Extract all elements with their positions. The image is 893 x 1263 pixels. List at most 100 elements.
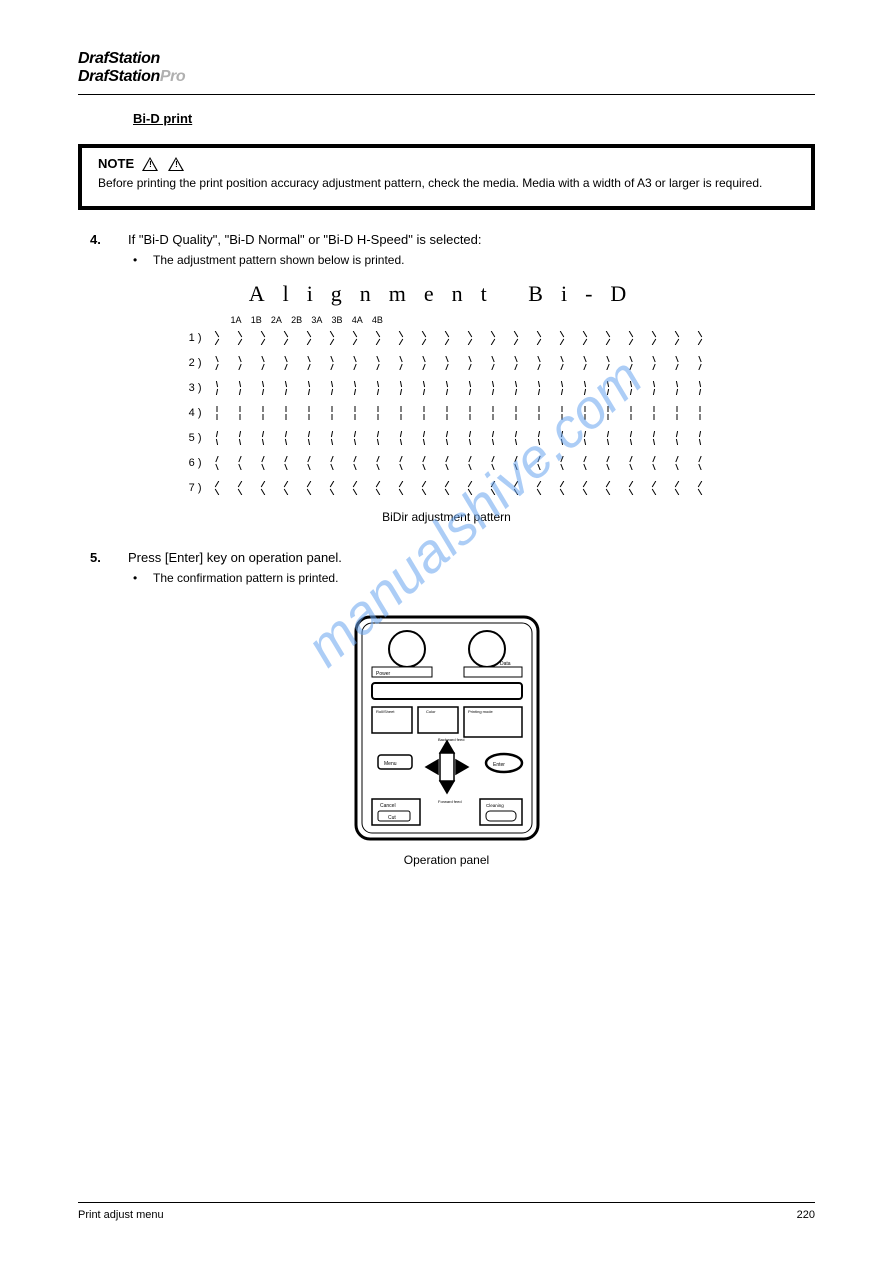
tick-mark [210,430,224,446]
tick-mark [624,380,638,396]
tick-mark [624,405,638,421]
tick-mark [647,330,661,346]
tick-mark [210,355,224,371]
col-label [695,315,706,325]
operation-panel-figure: Power Data Roll/Sheet Color Printing mod… [347,613,547,843]
step-number: 4. [90,232,110,247]
tick-mark [325,380,339,396]
svg-text:Menu: Menu [384,761,397,767]
tick-mark [532,430,546,446]
tick-mark [325,430,339,446]
tick-mark [693,455,707,471]
tick-mark [417,480,431,496]
logo-line2: DrafStationPro [78,68,815,86]
col-label [534,315,545,325]
tick-mark [463,405,477,421]
tick-mark [302,455,316,471]
row-number: 3 ) [187,382,210,394]
tick-mark [440,405,454,421]
tick-mark [233,430,247,446]
tick-mark [670,330,684,346]
tick-mark [210,480,224,496]
tick-mark [279,380,293,396]
alignment-col-labels: 1A1B2A2B3A3B4A4B [231,315,707,325]
tick-mark [210,455,224,471]
tick-mark [509,330,523,346]
section-title: Bi-D print [133,111,815,126]
tick-mark [486,480,500,496]
tick-mark [509,380,523,396]
header-divider [78,94,815,95]
tick-mark [532,330,546,346]
step-5: 5. Press [Enter] key on operation panel. [90,550,815,565]
tick-mark [302,380,316,396]
row-number: 2 ) [187,357,210,369]
col-label [513,315,524,325]
footer-right: 220 [797,1209,815,1221]
step-text: Press [Enter] key on operation panel. [128,550,342,565]
note-body: Before printing the print position accur… [98,175,795,192]
tick-mark [210,380,224,396]
tick-mark [417,430,431,446]
tick-mark [302,355,316,371]
tick-mark [555,430,569,446]
tick-mark [509,405,523,421]
alignment-caption: BiDir adjustment pattern [78,510,815,524]
alignment-figure: Alignment Bi-D 1A1B2A2B3A3B4A4B 1 )2 )3 … [187,281,707,500]
tick-mark [509,455,523,471]
tick-mark [647,430,661,446]
tick-mark [371,430,385,446]
footer-left: Print adjust menu [78,1209,164,1221]
tick-mark [348,405,362,421]
tick-mark [233,405,247,421]
note-box: NOTE ! ! Before printing the print posit… [78,144,815,210]
tick-mark [670,380,684,396]
tick-mark [371,480,385,496]
tick-mark [371,405,385,421]
tick-mark [578,380,592,396]
tick-mark [693,405,707,421]
bullet: • [133,253,143,267]
row-number: 6 ) [187,457,210,469]
tick-mark [647,405,661,421]
col-label [655,315,666,325]
svg-text:Forward feed: Forward feed [438,799,462,804]
col-label [493,315,504,325]
tick-mark [233,480,247,496]
tick-mark [463,430,477,446]
tick-mark [325,355,339,371]
tick-mark [647,480,661,496]
col-label: 2A [271,315,282,325]
tick-mark [256,380,270,396]
alignment-row: 5 ) [187,425,707,450]
tick-mark [233,380,247,396]
row-number: 7 ) [187,482,210,494]
col-label [412,315,423,325]
col-label [594,315,605,325]
tick-mark [279,330,293,346]
alignment-row: 3 ) [187,375,707,400]
tick-mark [601,380,615,396]
tick-mark [486,405,500,421]
svg-text:Power: Power [376,671,391,677]
tick-mark [486,380,500,396]
tick-mark [348,455,362,471]
tick-mark [601,405,615,421]
tick-mark [394,380,408,396]
tick-mark [578,480,592,496]
row-number: 4 ) [187,407,210,419]
tick-mark [325,405,339,421]
tick-mark [279,355,293,371]
col-label [675,315,686,325]
alignment-row: 1 ) [187,325,707,350]
tick-mark [693,330,707,346]
brand-logo: DrafStation DrafStationPro [78,50,815,86]
tick-group [210,405,707,421]
tick-mark [486,330,500,346]
col-label [433,315,444,325]
tick-mark [601,330,615,346]
page-footer: Print adjust menu 220 [78,1202,815,1221]
tick-mark [256,455,270,471]
col-label: 1B [251,315,262,325]
tick-mark [463,480,477,496]
